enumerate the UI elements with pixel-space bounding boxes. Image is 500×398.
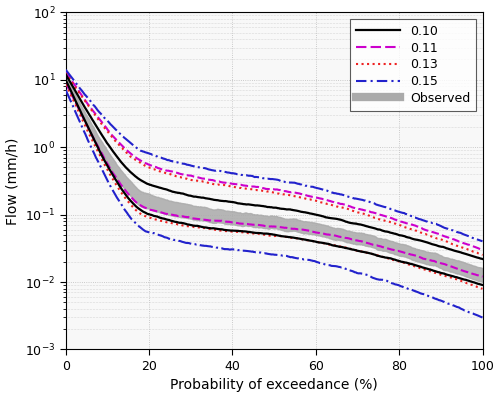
Legend: 0.10, 0.11, 0.13, 0.15, Observed: 0.10, 0.11, 0.13, 0.15, Observed [350,19,476,111]
Y-axis label: Flow (mm/h): Flow (mm/h) [6,137,20,224]
X-axis label: Probability of exceedance (%): Probability of exceedance (%) [170,378,378,392]
